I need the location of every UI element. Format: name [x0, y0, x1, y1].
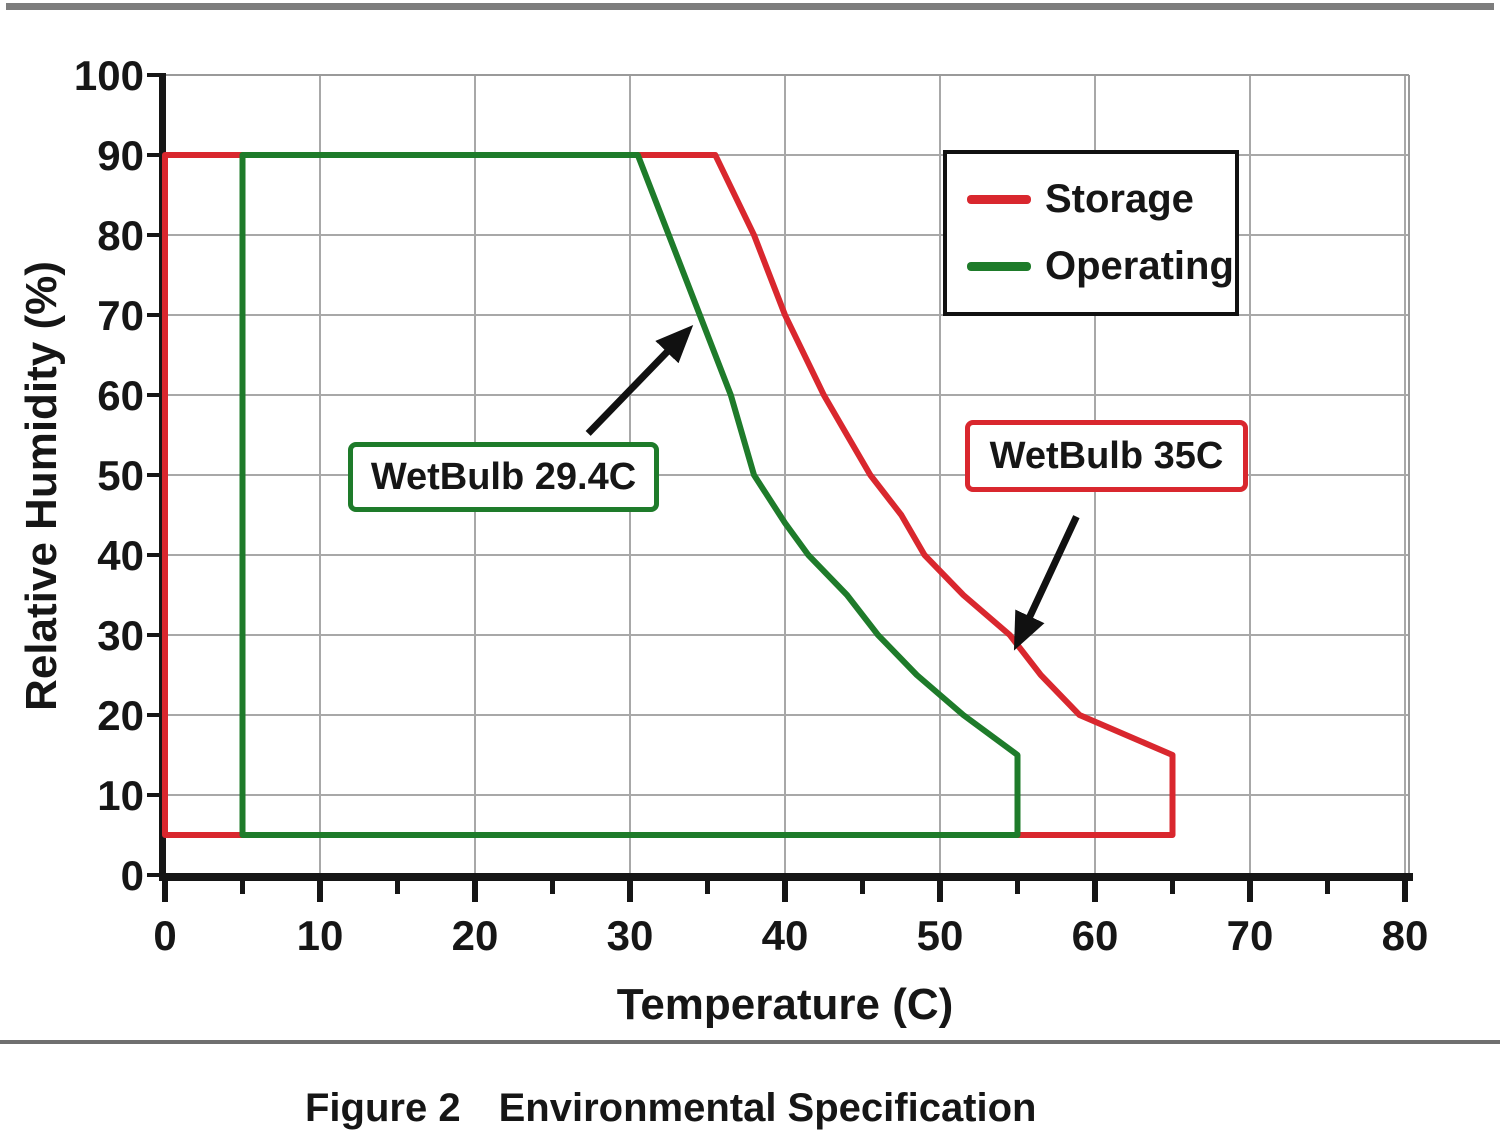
axis-ticks: [147, 73, 1408, 902]
figure-caption-title: Environmental Specification: [498, 1086, 1037, 1130]
y-tick-label: 90: [97, 132, 144, 179]
x-tick-label: 20: [452, 912, 499, 959]
annotation-arrow-1: [1013, 515, 1080, 651]
annotation-wetbulb-operating: WetBulb 29.4C: [348, 442, 659, 512]
y-tick-label: 10: [97, 772, 144, 819]
legend-item-operating: Operating: [947, 244, 1235, 289]
storage-curve: [162, 152, 1176, 838]
y-tick-label: 70: [97, 292, 144, 339]
plot-frame: [165, 74, 1410, 875]
y-tick-label: 0: [121, 852, 144, 899]
annotation-wetbulb-storage-label: WetBulb 35C: [989, 434, 1224, 477]
y-tick-label: 100: [74, 52, 144, 99]
tick-labels: 0 10 20 30 40 50 60 70 80 0 10 20 30 40 50 60 70 80 90 100: [74, 52, 1428, 959]
y-tick-label: 30: [97, 612, 144, 659]
annotation-wetbulb-storage: WetBulb 35C: [965, 420, 1248, 492]
operating-curve: [239, 152, 1021, 838]
caption-divider: [0, 1040, 1500, 1044]
annotation-arrow-0: [585, 324, 694, 436]
x-tick-label: 30: [607, 912, 654, 959]
x-tick-label: 70: [1227, 912, 1274, 959]
y-tick-label: 50: [97, 452, 144, 499]
storage-line-swatch: [967, 194, 1031, 204]
x-tick-label: 80: [1382, 912, 1429, 959]
x-axis-title: Temperature (C): [616, 980, 954, 1029]
x-axis-line: [159, 873, 1413, 881]
legend-label-operating: Operating: [1045, 244, 1234, 289]
x-tick-label: 0: [153, 912, 176, 959]
y-tick-label: 60: [97, 372, 144, 419]
figure-caption: Figure 2 Environmental Specification: [305, 1086, 1036, 1131]
y-tick-label: 40: [97, 532, 144, 579]
annotation-wetbulb-operating-label: WetBulb 29.4C: [370, 455, 637, 498]
legend-label-storage: Storage: [1045, 176, 1194, 221]
legend-item-storage: Storage: [947, 177, 1235, 222]
x-tick-label: 10: [297, 912, 344, 959]
operating-line-swatch: [967, 262, 1031, 272]
top-border-rule: [6, 3, 1494, 10]
x-tick-label: 60: [1072, 912, 1119, 959]
x-tick-label: 40: [762, 912, 809, 959]
y-axis-title: Relative Humidity (%): [17, 261, 66, 711]
x-tick-label: 50: [917, 912, 964, 959]
chart-canvas: 0 10 20 30 40 50 60 70 80 0 10 20 30 40 50 60 70 80 90 100: [74, 52, 1428, 959]
y-tick-label: 20: [97, 692, 144, 739]
y-tick-label: 80: [97, 212, 144, 259]
legend: Storage Operating: [943, 150, 1239, 316]
figure-caption-label: Figure 2: [305, 1086, 461, 1130]
